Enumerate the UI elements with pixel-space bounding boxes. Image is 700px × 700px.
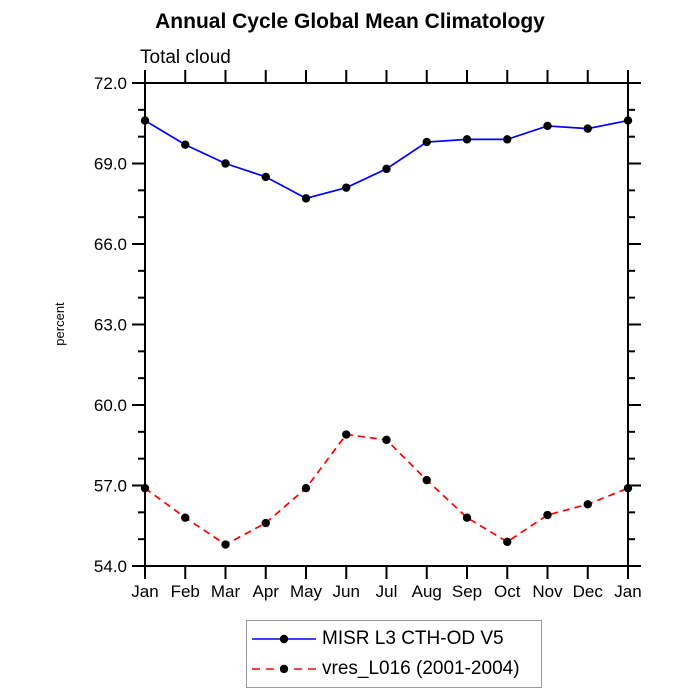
chart-title: Annual Cycle Global Mean Climatology: [155, 10, 545, 33]
x-tick-label: Feb: [171, 582, 200, 601]
legend-item-obs: MISR L3 CTH-OD V5: [247, 625, 541, 653]
data-point: [221, 159, 230, 168]
data-point: [543, 510, 552, 520]
data-point: [382, 435, 391, 445]
data-point: [583, 500, 592, 509]
x-tick-label: Dec: [573, 582, 604, 601]
data-point: [583, 124, 592, 133]
x-tick-label: Jan: [614, 582, 641, 601]
chart-subtitle: Total cloud: [140, 47, 231, 68]
data-point: [342, 183, 351, 192]
x-tick-label: Jan: [131, 582, 158, 601]
data-point: [382, 164, 391, 174]
data-point: [140, 483, 150, 493]
data-point: [261, 172, 270, 182]
legend-marker-icon: [279, 634, 289, 644]
x-tick-label: Nov: [532, 582, 563, 601]
x-tick-label: Mar: [211, 582, 241, 601]
x-tick-label: Sep: [452, 582, 482, 601]
legend-label-obs: MISR L3 CTH-OD V5: [322, 628, 504, 649]
y-tick-label: 72.0: [94, 74, 127, 93]
x-tick-label: Jul: [376, 582, 398, 601]
legend-label-model: vres_L016 (2001-2004): [322, 658, 520, 679]
data-point: [623, 483, 633, 493]
data-point: [301, 194, 311, 203]
legend-dashed-line-sample: [252, 664, 316, 674]
y-tick-label: 66.0: [94, 235, 127, 254]
data-point: [422, 475, 431, 485]
data-point: [181, 513, 190, 522]
data-point: [503, 135, 512, 144]
x-tick-label: Jun: [333, 582, 360, 601]
x-tick-label: May: [290, 582, 323, 601]
data-point: [503, 537, 512, 547]
data-point: [623, 116, 633, 125]
y-tick-label: 60.0: [94, 396, 127, 415]
data-point: [301, 483, 311, 493]
data-point: [462, 135, 472, 144]
y-axis-label: percent: [52, 302, 67, 346]
data-point: [261, 518, 270, 528]
y-tick-label: 69.0: [94, 155, 127, 174]
x-tick-label: Oct: [494, 582, 521, 601]
y-tick-label: 57.0: [94, 477, 127, 496]
series-line-1: [144, 433, 629, 546]
x-tick-label: Apr: [253, 582, 280, 601]
data-point: [462, 513, 472, 522]
data-point: [543, 121, 552, 131]
legend-solid-line-sample: [252, 634, 316, 644]
data-point: [422, 137, 431, 147]
axis-frame: [144, 82, 629, 567]
legend-box: MISR L3 CTH-OD V5 vres_L016 (2001-2004): [246, 620, 542, 688]
data-point: [342, 430, 351, 439]
y-tick-label: 54.0: [94, 557, 127, 576]
legend-item-model: vres_L016 (2001-2004): [247, 655, 541, 683]
data-point: [140, 116, 150, 125]
series-line-0: [144, 119, 629, 200]
x-tick-label: Aug: [412, 582, 442, 601]
y-tick-label: 63.0: [94, 316, 127, 335]
data-point: [221, 540, 230, 549]
legend-marker-icon: [279, 664, 289, 674]
data-point: [181, 140, 190, 149]
